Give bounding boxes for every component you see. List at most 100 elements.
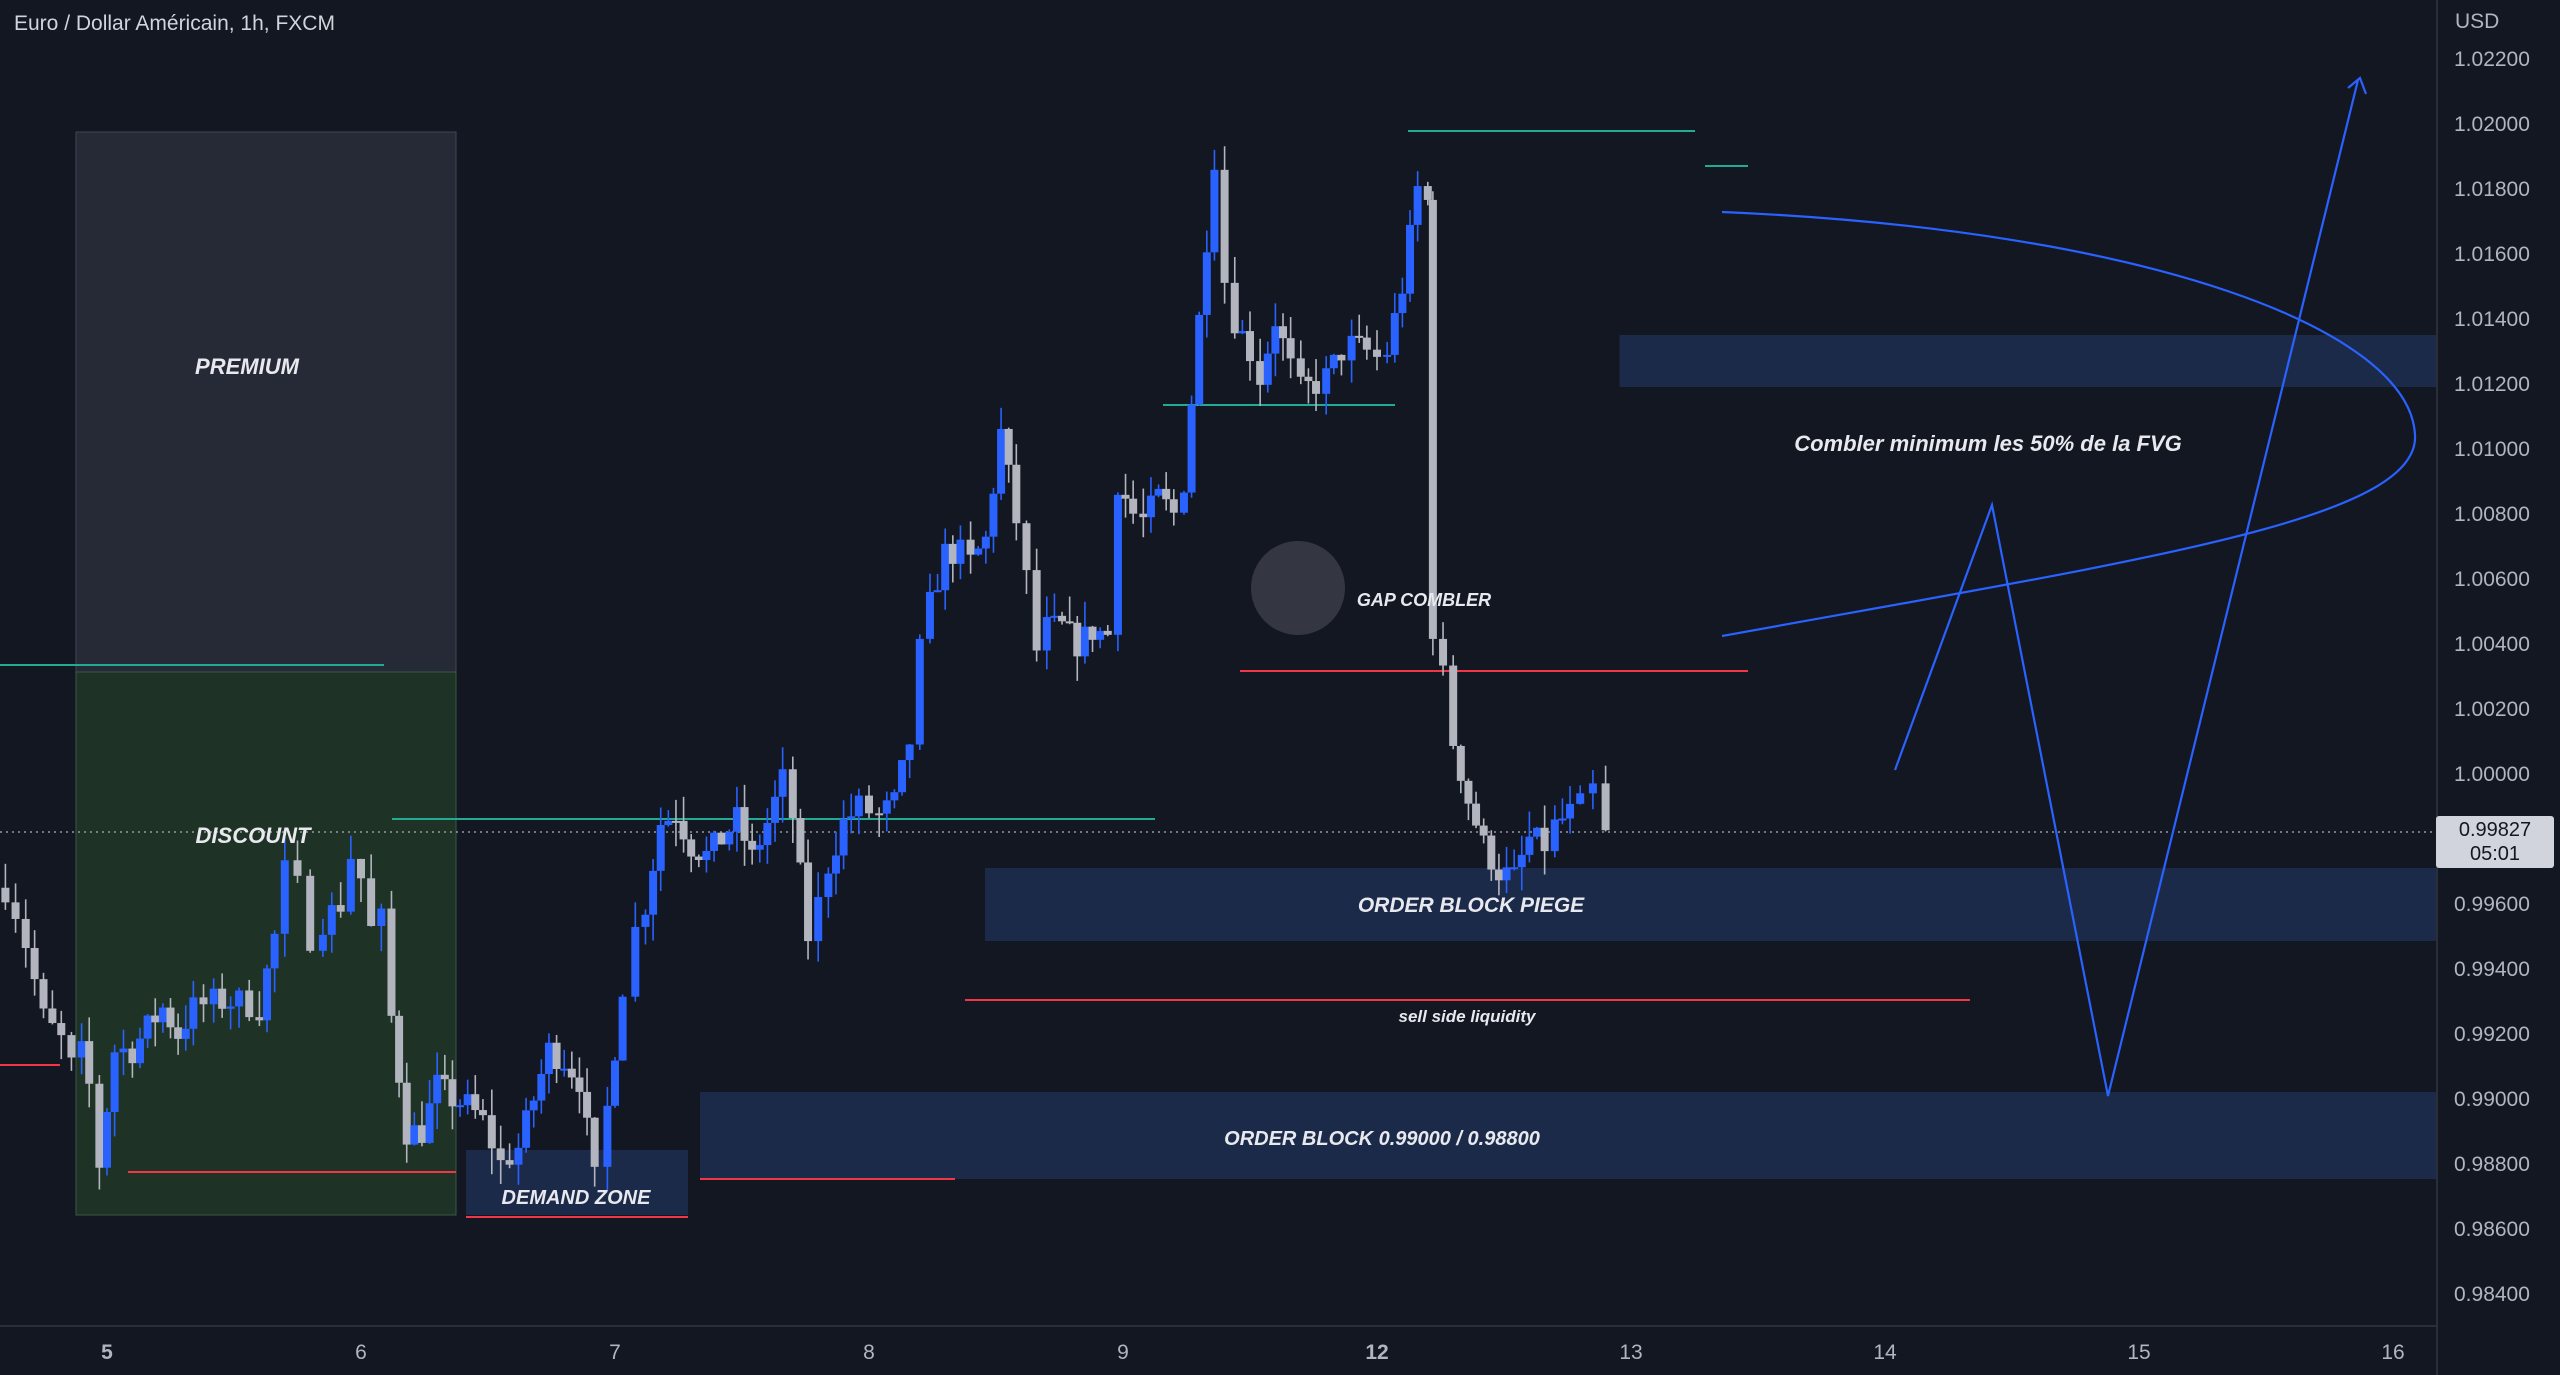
candle	[151, 998, 160, 1047]
candle-body	[1456, 745, 1465, 781]
candle	[1146, 477, 1155, 533]
candle	[925, 573, 934, 644]
candle-body	[456, 1105, 465, 1108]
candle	[590, 1117, 599, 1187]
candle-body	[1439, 638, 1448, 666]
candle-body	[1525, 836, 1534, 855]
candle-body	[1271, 326, 1280, 354]
candle-body	[410, 1125, 419, 1145]
sell-side-liquidity-label: sell side liquidity	[1399, 1007, 1538, 1026]
candle-body	[235, 990, 244, 1007]
candle-body	[725, 831, 734, 845]
candle-body	[1487, 835, 1496, 870]
candle	[505, 1143, 514, 1169]
candle-body	[771, 796, 780, 823]
fvg-zone	[1620, 335, 2437, 387]
candle-body	[603, 1105, 612, 1167]
candle-body	[1179, 492, 1188, 513]
candle-body	[77, 1041, 86, 1058]
price-tick-label: 0.98800	[2454, 1153, 2530, 1176]
candle	[346, 835, 355, 915]
candle-body	[1169, 499, 1178, 513]
candle	[255, 991, 264, 1027]
candle	[143, 1014, 152, 1049]
candle	[956, 525, 965, 580]
candle-body	[1406, 224, 1415, 294]
candle-body	[1355, 335, 1364, 338]
candle-body	[1576, 793, 1585, 804]
candle-body	[39, 979, 48, 1009]
candle	[11, 883, 20, 933]
candle	[1050, 593, 1059, 622]
price-tick-label: 1.00400	[2454, 633, 2530, 656]
candle	[1088, 625, 1097, 653]
candle-body	[631, 926, 640, 997]
candle	[270, 930, 279, 993]
candle	[1558, 798, 1567, 825]
candle-body	[649, 870, 658, 915]
discount-zone	[75, 671, 457, 1216]
candle	[915, 634, 924, 751]
candle	[687, 833, 696, 873]
candle	[583, 1068, 592, 1136]
candle-body	[21, 918, 30, 948]
candle	[39, 972, 48, 1019]
candle-body	[67, 1035, 76, 1058]
candle	[1487, 830, 1496, 881]
candle-body	[1566, 803, 1575, 819]
candle	[847, 793, 856, 834]
candle-body	[694, 856, 703, 861]
candle	[694, 854, 703, 868]
candle-body	[847, 816, 856, 819]
candle-body	[514, 1147, 523, 1165]
candle-body	[824, 873, 833, 898]
candle-body	[85, 1041, 94, 1084]
candle-body	[814, 897, 823, 942]
time-tick-label: 12	[1365, 1341, 1388, 1364]
candle-body	[346, 858, 355, 912]
price-tick-label: 1.01400	[2454, 308, 2530, 331]
candle-body	[1472, 803, 1481, 826]
candle-body	[583, 1091, 592, 1118]
candle	[263, 964, 272, 1033]
candle	[522, 1097, 531, 1153]
time-tick-label: 8	[863, 1341, 875, 1364]
time-tick-label: 5	[101, 1341, 113, 1364]
candle-body	[11, 902, 20, 919]
candle-body	[1601, 783, 1610, 831]
candle	[448, 1060, 457, 1130]
candle-body	[1550, 819, 1559, 852]
candle-body	[318, 934, 327, 951]
candle-body	[1220, 169, 1229, 283]
candle	[618, 994, 627, 1061]
candle	[1456, 744, 1465, 794]
price-tick-label: 1.01200	[2454, 373, 2530, 396]
candle	[336, 882, 345, 918]
candle	[1263, 341, 1272, 393]
candle-body	[1096, 630, 1105, 640]
candle-body	[280, 860, 289, 934]
candle	[989, 487, 998, 553]
candle	[433, 1052, 442, 1130]
candle-body	[755, 845, 764, 850]
candle	[1312, 359, 1321, 411]
candle	[1383, 341, 1392, 364]
candle	[679, 796, 688, 853]
gap-combler-label: GAP COMBLER	[1357, 590, 1491, 610]
candle	[1187, 395, 1196, 498]
candle	[1373, 330, 1381, 371]
candle-body	[433, 1074, 442, 1104]
projection-path	[1893, 79, 2360, 1097]
candle	[1390, 292, 1399, 363]
candle	[1162, 472, 1171, 511]
candle-body	[387, 908, 396, 1016]
candle	[119, 1029, 128, 1076]
candle	[664, 810, 673, 827]
candle-body	[263, 968, 272, 1021]
time-tick-label: 9	[1117, 1341, 1129, 1364]
candle	[717, 832, 726, 845]
candle	[1355, 314, 1364, 343]
candle	[377, 903, 386, 952]
candle	[974, 545, 983, 556]
